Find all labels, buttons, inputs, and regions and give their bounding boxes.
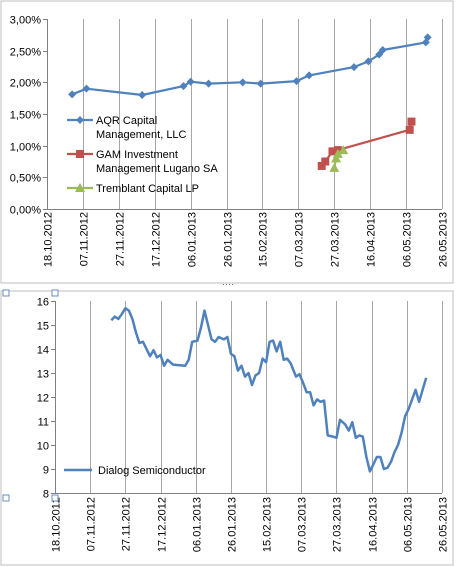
y-tick-label: 1,50% — [10, 110, 41, 122]
data-point[interactable] — [378, 46, 387, 55]
y-tick-label: 15 — [37, 321, 49, 333]
data-point[interactable] — [68, 90, 77, 99]
data-point[interactable] — [138, 91, 147, 99]
y-tick-label: 3,00% — [10, 15, 41, 27]
data-point[interactable] — [328, 147, 337, 156]
legend-marker — [76, 116, 84, 124]
data-point[interactable] — [82, 84, 91, 93]
series-line[interactable] — [71, 37, 429, 97]
y-tick-label: 9 — [43, 465, 49, 477]
data-point[interactable] — [350, 63, 359, 72]
x-tick-label: 06.01.2013 — [192, 497, 204, 552]
top-chart: 18.10.2012 07.11.2012 27.11.2012 17.12.2012… — [0, 0, 454, 284]
bottom-chart-legend[interactable]: Dialog Semiconductor — [64, 465, 206, 477]
x-tick-label: 17.12.2012 — [151, 212, 163, 267]
data-point[interactable] — [375, 50, 384, 59]
y-tick-label: 16 — [37, 297, 49, 309]
y-tick-label: 8 — [43, 489, 49, 501]
resize-handle[interactable] — [51, 494, 59, 502]
data-point[interactable] — [305, 71, 314, 80]
y-tick-label: 10 — [37, 441, 49, 453]
x-tick-label: 17.12.2012 — [157, 497, 169, 552]
x-tick-label: 18.10.2012 — [51, 497, 63, 552]
x-tick-label: 26.05.2013 — [438, 497, 450, 552]
chart-divider[interactable]: ···· — [222, 279, 234, 289]
y-tick-label: 2,50% — [10, 47, 41, 59]
resize-handle[interactable] — [2, 494, 10, 502]
x-tick-label: 26.01.2013 — [223, 212, 235, 267]
data-point[interactable] — [407, 117, 416, 126]
x-tick-label: 07.03.2013 — [297, 497, 309, 552]
x-tick-label: 06.01.2013 — [187, 212, 199, 267]
data-point[interactable] — [179, 82, 188, 91]
data-point[interactable] — [329, 162, 340, 172]
x-tick-label: 27.03.2013 — [330, 212, 342, 267]
y-tick-label: 11 — [38, 417, 49, 429]
y-tick-label: 0,00% — [10, 205, 41, 217]
x-tick-label: 06.05.2013 — [402, 212, 414, 267]
data-point[interactable] — [364, 57, 373, 66]
legend-label: GAM Investment — [96, 149, 178, 161]
top-chart-legend: AQR Capital Management, LLC GAM Investment… — [67, 115, 218, 195]
legend-label: Dialog Semiconductor — [98, 465, 206, 477]
legend-label: AQR Capital — [96, 115, 157, 127]
x-tick-label: 26.05.2013 — [438, 212, 450, 267]
x-tick-label: 27.11.2012 — [115, 212, 127, 266]
legend-label: Management, LLC — [96, 129, 187, 141]
x-tick-label: 16.04.2013 — [366, 212, 378, 267]
divider-handle[interactable]: ···· — [222, 279, 234, 289]
legend-marker — [76, 150, 84, 158]
x-tick-label: 07.03.2013 — [294, 212, 306, 267]
top-chart-frame — [0, 0, 454, 284]
bottom-chart-frame — [0, 290, 454, 566]
y-tick-label: 2,00% — [10, 78, 41, 90]
y-tick-label: 0,50% — [10, 173, 41, 185]
x-tick-label: 07.11.2012 — [79, 212, 91, 266]
y-tick-label: 12 — [37, 393, 49, 405]
data-point[interactable] — [332, 148, 343, 158]
data-point[interactable] — [186, 77, 195, 86]
x-tick-label: 15.02.2013 — [258, 212, 270, 267]
data-point[interactable] — [204, 79, 213, 88]
resize-handle[interactable] — [2, 289, 10, 297]
x-tick-label: 27.11.2012 — [121, 497, 133, 551]
data-point[interactable] — [338, 145, 349, 155]
x-tick-label: 06.05.2013 — [403, 497, 415, 552]
data-point[interactable] — [405, 125, 414, 134]
x-tick-label: 16.04.2013 — [368, 497, 380, 552]
x-tick-label: 18.10.2012 — [43, 212, 55, 267]
legend-label: Tremblant Capital LP — [96, 183, 199, 195]
data-point[interactable] — [317, 161, 326, 170]
legend-label: Management Lugano SA — [96, 163, 218, 175]
legend-marker — [75, 183, 85, 192]
x-tick-label: 26.01.2013 — [227, 497, 239, 552]
data-point[interactable] — [292, 77, 301, 86]
x-tick-label: 27.03.2013 — [332, 497, 344, 552]
y-tick-label: 13 — [37, 369, 49, 381]
y-tick-label: 14 — [37, 345, 49, 357]
data-point[interactable] — [256, 79, 265, 88]
series-line[interactable] — [110, 306, 428, 473]
x-tick-label: 15.02.2013 — [262, 497, 274, 552]
y-tick-label: 1,00% — [10, 142, 41, 154]
data-point[interactable] — [238, 78, 247, 87]
x-tick-label: 07.11.2012 — [86, 497, 98, 551]
resize-handle[interactable] — [51, 289, 59, 297]
bottom-chart: 18.10.2012 07.11.2012 27.11.2012 17.12.2012… — [0, 289, 454, 566]
data-point[interactable] — [321, 157, 330, 166]
data-point[interactable] — [423, 33, 432, 42]
